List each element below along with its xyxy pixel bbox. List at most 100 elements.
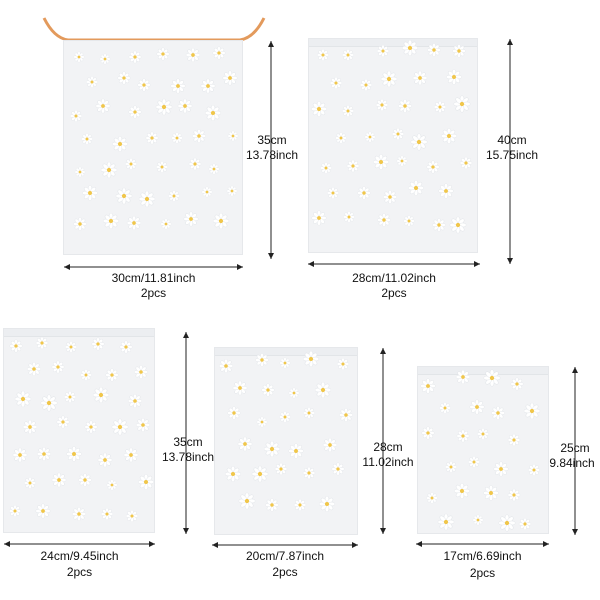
daisy-print: [490, 405, 505, 420]
daisy-print: [226, 185, 238, 196]
daisy-print: [391, 127, 404, 140]
daisy-print: [335, 132, 348, 144]
daisy-print: [81, 185, 98, 202]
daisy-print: [192, 128, 207, 143]
daisy-print: [40, 394, 58, 412]
daisy-print: [127, 394, 142, 409]
daisy-print: [218, 358, 234, 374]
daisy-print: [127, 215, 142, 230]
daisy-print: [459, 157, 473, 170]
daisy-print: [331, 462, 345, 476]
daisy-print: [477, 428, 489, 441]
daisy-print: [86, 75, 98, 88]
bag-image-3: [3, 328, 155, 533]
daisy-print: [410, 133, 428, 151]
daisy-print: [456, 429, 470, 443]
daisy-print: [279, 411, 292, 423]
daisy-print: [396, 155, 408, 167]
daisy-print: [519, 517, 532, 530]
daisy-print: [444, 461, 457, 474]
daisy-print: [74, 166, 86, 177]
daisy-print: [254, 352, 269, 367]
daisy-print: [359, 79, 372, 92]
daisy-print: [439, 402, 451, 414]
daisy-print: [403, 215, 416, 227]
daisy-print: [111, 418, 129, 436]
daisy-print: [91, 337, 105, 351]
daisy-print: [279, 357, 291, 369]
daisy-print: [507, 434, 520, 447]
daisy-print: [183, 211, 199, 227]
height-cm-label: 35cm: [257, 133, 287, 147]
daisy-print: [260, 383, 275, 397]
height-inch-label: 15.75inch: [485, 148, 539, 162]
daisy-print: [177, 98, 193, 114]
daisy-print: [507, 488, 520, 502]
daisy-print: [12, 447, 28, 463]
daisy-print: [227, 406, 241, 421]
width-label: 30cm/11.81inch: [111, 271, 196, 285]
daisy-print: [35, 503, 51, 519]
daisy-print: [232, 380, 248, 396]
height-cm-label: 25cm: [560, 441, 590, 455]
daisy-print: [95, 98, 111, 114]
daisy-print: [527, 463, 540, 476]
daisy-print: [468, 399, 485, 415]
daisy-print: [256, 416, 268, 428]
daisy-print: [125, 158, 138, 170]
daisy-print: [432, 217, 447, 232]
width-label: 17cm/6.69inch: [443, 549, 522, 563]
bag-image-4: [214, 347, 358, 535]
daisy-print: [449, 216, 467, 234]
height-cm-label: 28cm: [373, 440, 403, 454]
daisy-print: [70, 109, 83, 122]
daisy-print: [319, 162, 332, 174]
daisy-print: [97, 452, 113, 468]
quantity-label: 2pcs: [469, 566, 496, 580]
bag-image-2: [308, 38, 478, 253]
daisy-print: [56, 415, 70, 429]
daisy-print: [326, 186, 339, 199]
daisy-print: [102, 212, 119, 229]
daisy-print: [155, 47, 170, 61]
daisy-print: [329, 77, 343, 90]
daisy-print: [293, 498, 307, 512]
daisy-print: [302, 466, 316, 480]
daisy-print: [227, 130, 239, 142]
daisy-print: [453, 483, 470, 500]
daisy-print: [401, 39, 419, 57]
daisy-print: [208, 163, 220, 175]
daisy-print: [440, 127, 457, 144]
daisy-print: [22, 420, 38, 435]
daisy-print: [134, 365, 149, 380]
daisy-print: [498, 514, 516, 532]
daisy-print: [77, 472, 92, 487]
daisy-print: [92, 387, 110, 404]
daisy-print: [170, 78, 186, 94]
daisy-print: [9, 504, 22, 518]
daisy-print: [342, 104, 355, 117]
width-arrow: [308, 261, 480, 267]
daisy-print: [201, 186, 213, 198]
daisy-print: [185, 47, 200, 62]
daisy-print: [315, 381, 332, 398]
daisy-print: [155, 98, 173, 116]
daisy-print: [51, 472, 67, 488]
daisy-print: [73, 51, 85, 63]
daisy-print: [263, 440, 281, 457]
daisy-print: [322, 438, 337, 453]
height-arrow: [268, 41, 274, 259]
daisy-print: [419, 378, 436, 394]
daisy-print: [483, 484, 499, 501]
daisy-print: [112, 135, 129, 152]
daisy-print: [213, 213, 230, 230]
daisy-print: [338, 407, 353, 422]
daisy-print: [100, 508, 114, 521]
daisy-print: [24, 476, 37, 489]
bag-image-1: [63, 40, 243, 255]
daisy-print: [376, 212, 391, 227]
daisy-print: [237, 436, 252, 452]
daisy-print: [36, 446, 51, 462]
bag-image-5: [417, 366, 549, 534]
daisy-print: [125, 509, 139, 523]
